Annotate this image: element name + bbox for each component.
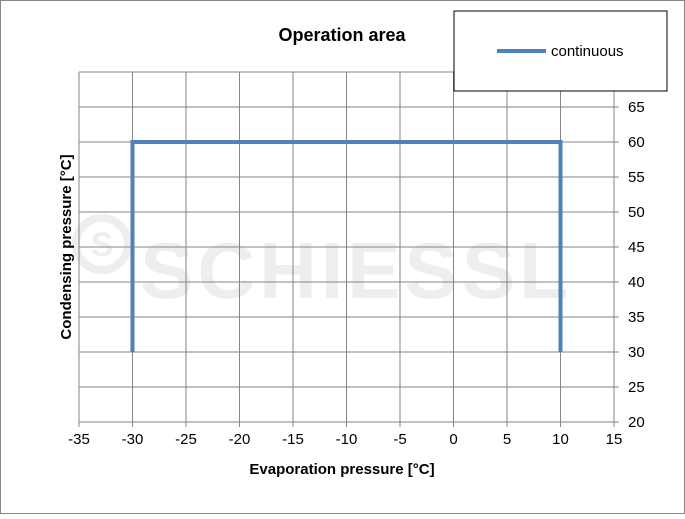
legend-label-continuous: continuous [551,43,624,60]
x-tick-label: 5 [503,431,511,448]
y-tick-label: 20 [628,414,645,431]
x-tick-label: -30 [122,431,144,448]
y-tick-label: 30 [628,344,645,361]
watermark-text: SCHIESSL [140,226,572,315]
x-tick-label: -10 [336,431,358,448]
y-tick-label: 45 [628,239,645,256]
legend: continuous [453,10,668,92]
x-tick-label: -5 [393,431,406,448]
x-tick-label: -25 [175,431,197,448]
x-tick-label: -15 [282,431,304,448]
x-tick-label: -35 [68,431,90,448]
y-tick-label: 50 [628,204,645,221]
chart-title: Operation area [278,25,406,45]
watermark: S SCHIESSL [72,214,572,315]
y-tick-label: 65 [628,99,645,116]
x-tick-label: -20 [229,431,251,448]
series-line-continuous [130,140,563,352]
y-tick-label: 60 [628,134,645,151]
x-tick-labels: -35 -30 -25 -20 -15 -10 -5 0 5 10 15 [68,422,622,448]
x-tick-label: 0 [449,431,457,448]
series-layer [130,140,563,352]
y-tick-label: 55 [628,169,645,186]
legend-box [453,10,668,92]
x-tick-label: 10 [552,431,569,448]
y-tick-label: 40 [628,274,645,291]
watermark-logo-letter: S [91,226,114,264]
y-axis-label: Condensing pressure [°C] [58,154,75,339]
watermark-logo-ring [72,214,132,274]
x-tick-label: 15 [606,431,623,448]
x-axis-label: Evaporation pressure [°C] [249,461,434,478]
y-tick-label: 35 [628,309,645,326]
y-tick-label: 25 [628,379,645,396]
